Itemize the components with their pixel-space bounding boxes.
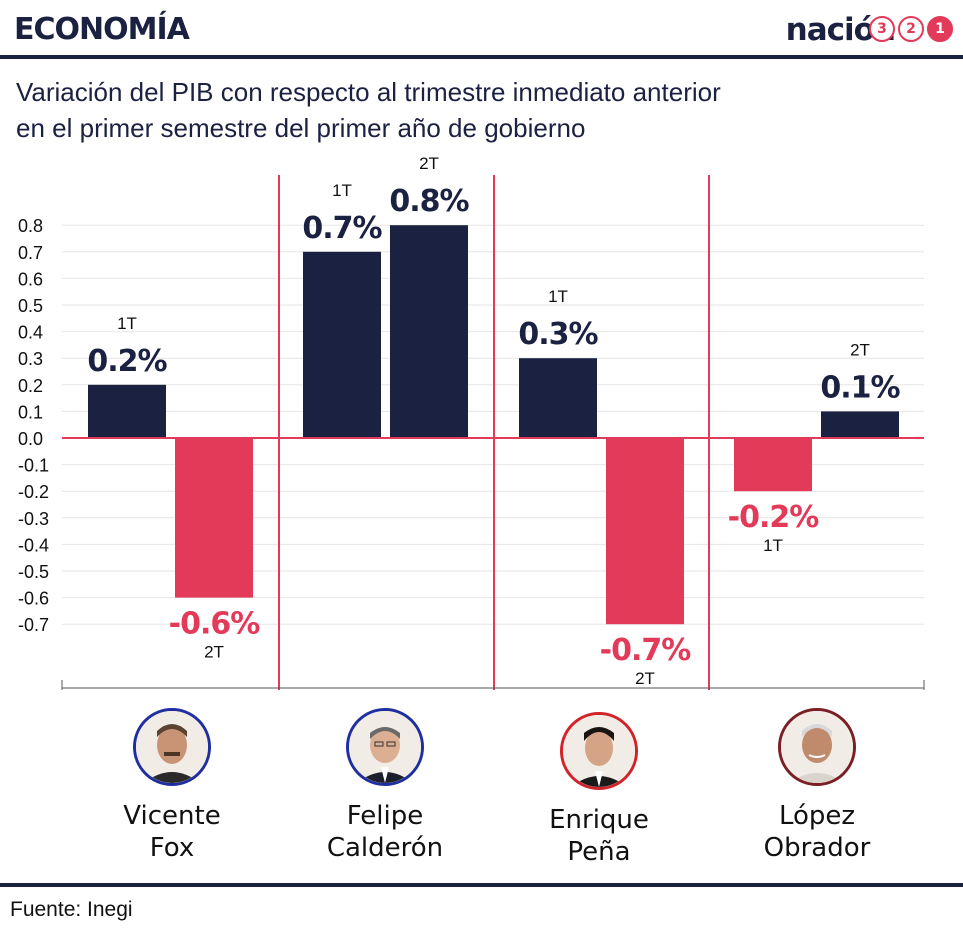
y-tick-label: 0.2 — [18, 376, 43, 396]
gdp-bar-chart: 0.8 0.7 0.6 0.5 0.4 0.3 0.2 0.1 0.0 -0.1 -0.2 -0.3 -… — [18, 154, 925, 690]
footer-rule — [0, 883, 963, 887]
president-name-line-1: Felipe — [346, 801, 424, 831]
president-name-line-2: Fox — [149, 833, 195, 863]
bar — [390, 225, 468, 438]
brand-digit-3: 3 — [869, 16, 895, 42]
president-lopez-obrador: López Obrador — [717, 708, 917, 864]
value-label: -0.2% — [728, 500, 820, 535]
bar — [734, 438, 812, 492]
president-name: López Obrador — [717, 800, 917, 864]
president-calderon: Felipe Calderón — [285, 708, 485, 864]
y-tick-label: 0.7 — [18, 243, 43, 263]
avatar — [133, 708, 211, 786]
header-rule — [0, 55, 963, 59]
president-name-line-1: Enrique — [549, 805, 649, 835]
bar — [303, 251, 381, 438]
quarter-label: 2T — [850, 340, 870, 359]
bar — [519, 358, 597, 438]
y-tick-label: 0.5 — [18, 296, 43, 316]
bar — [175, 438, 253, 598]
president-name-line-2: Peña — [567, 837, 631, 867]
president-name: Enrique Peña — [499, 804, 699, 868]
bar — [606, 438, 684, 625]
y-tick-label: -0.4 — [18, 535, 49, 555]
value-label: 0.7% — [302, 211, 382, 246]
avatar — [778, 708, 856, 786]
quarter-label: 1T — [763, 536, 783, 555]
quarter-label: 2T — [204, 643, 224, 662]
president-fox: Vicente Fox — [72, 708, 272, 864]
value-label: -0.7% — [600, 633, 692, 668]
subtitle-line-1: Variación del PIB con respecto al trimes… — [16, 77, 721, 107]
avatar — [346, 708, 424, 786]
president-name-line-1: López — [778, 801, 856, 831]
y-tick-label: 0.6 — [18, 269, 43, 289]
president-name-line-2: Obrador — [763, 833, 871, 863]
y-tick-label: 0.0 — [18, 429, 43, 449]
quarter-label: 2T — [635, 669, 655, 688]
brand-digits: 3 2 1 — [869, 16, 953, 42]
quarter-label: 2T — [419, 154, 439, 173]
y-tick-label: -0.1 — [18, 456, 49, 476]
quarter-label: 1T — [117, 314, 137, 333]
bar — [88, 384, 166, 438]
y-tick-label: 0.8 — [18, 216, 43, 236]
value-label: 0.1% — [820, 370, 900, 405]
y-tick-label: -0.2 — [18, 482, 49, 502]
quarter-label: 1T — [332, 181, 352, 200]
president-pena: Enrique Peña — [499, 712, 699, 868]
y-tick-label: 0.1 — [18, 402, 43, 422]
brand-digit-1: 1 — [927, 16, 953, 42]
president-name-line-2: Calderón — [326, 833, 444, 863]
source-note: Fuente: Inegi — [10, 898, 133, 921]
quarter-label: 1T — [548, 287, 568, 306]
avatar — [560, 712, 638, 790]
president-name-line-1: Vicente — [123, 801, 221, 831]
bar — [821, 411, 899, 438]
value-label: 0.8% — [389, 184, 469, 219]
president-name: Felipe Calderón — [285, 800, 485, 864]
brand-digit-2: 2 — [898, 16, 924, 42]
value-label: 0.2% — [87, 344, 167, 379]
chart-subtitle: Variación del PIB con respecto al trimes… — [16, 74, 916, 146]
y-tick-label: -0.6 — [18, 589, 49, 609]
section-title: ECONOMÍA — [14, 12, 190, 47]
y-tick-label: 0.4 — [18, 323, 43, 343]
y-tick-label: -0.7 — [18, 615, 49, 635]
y-tick-label: -0.5 — [18, 562, 49, 582]
value-label: 0.3% — [518, 317, 598, 352]
y-tick-label: -0.3 — [18, 509, 49, 529]
value-label: -0.6% — [169, 607, 261, 642]
y-tick-label: 0.3 — [18, 349, 43, 369]
subtitle-line-2: en el primer semestre del primer año de … — [16, 113, 586, 143]
president-name: Vicente Fox — [72, 800, 272, 864]
